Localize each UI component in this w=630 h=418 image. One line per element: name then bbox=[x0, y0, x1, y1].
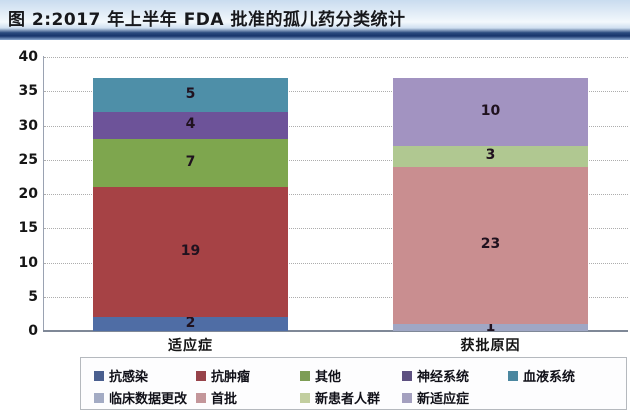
legend-swatch bbox=[94, 392, 104, 403]
legend-item: 其他 bbox=[300, 365, 341, 385]
y-axis-tick-label: 30 bbox=[18, 117, 38, 134]
bar-segment: 23 bbox=[393, 166, 588, 325]
stacked-bar-chart: 0 5 10 15 20 25 30 35 40 2 19 7 4 5 适应症 1 23 3 10 获批原因 bbox=[0, 40, 630, 358]
bar-segment: 3 bbox=[393, 146, 588, 167]
legend-label: 抗肿瘤 bbox=[211, 370, 251, 385]
segment-value-label: 19 bbox=[180, 243, 201, 260]
legend-label: 抗感染 bbox=[109, 370, 149, 385]
bar-segment: 5 bbox=[93, 77, 288, 112]
gridline bbox=[44, 57, 628, 58]
segment-value-label: 7 bbox=[185, 154, 196, 171]
y-axis-tick-label: 5 bbox=[28, 288, 38, 305]
legend-label: 神经系统 bbox=[417, 370, 470, 385]
gridline bbox=[44, 262, 628, 264]
bar-segment: 19 bbox=[93, 187, 288, 318]
segment-value-label: 5 bbox=[185, 85, 196, 102]
segment-value-label: 23 bbox=[480, 236, 501, 253]
legend-label: 新患者人群 bbox=[315, 392, 381, 407]
gridline bbox=[44, 125, 628, 127]
legend-item: 新患者人群 bbox=[300, 387, 380, 407]
legend-swatch bbox=[196, 392, 206, 403]
legend-item: 新适应症 bbox=[402, 387, 469, 407]
y-axis-tick-label: 25 bbox=[18, 151, 38, 168]
figure-title-bar: 图 2:2017 年上半年 FDA 批准的孤儿药分类统计 bbox=[0, 0, 630, 40]
legend-swatch bbox=[300, 392, 310, 403]
y-axis-tick-label: 35 bbox=[18, 83, 38, 100]
y-axis-tick-label: 0 bbox=[28, 323, 38, 339]
legend-item: 首批 bbox=[196, 387, 237, 407]
legend-label: 新适应症 bbox=[417, 392, 470, 407]
bar-column: 2 19 7 4 5 bbox=[93, 40, 288, 358]
legend-swatch bbox=[508, 370, 518, 381]
bar-segment: 7 bbox=[93, 139, 288, 188]
bar-segment: 1 bbox=[393, 319, 588, 335]
y-axis-tick-label: 15 bbox=[18, 220, 38, 237]
segment-value-label: 10 bbox=[480, 102, 501, 119]
y-axis-tick-label: 40 bbox=[18, 49, 38, 65]
legend-item: 神经系统 bbox=[402, 365, 469, 385]
segment-value-label: 1 bbox=[485, 318, 496, 335]
figure-title: 图 2:2017 年上半年 FDA 批准的孤儿药分类统计 bbox=[8, 10, 406, 30]
gridline bbox=[44, 159, 628, 161]
x-axis-category-label: 获批原因 bbox=[460, 338, 521, 354]
legend-label: 血液系统 bbox=[523, 370, 576, 385]
legend-label: 首批 bbox=[211, 392, 238, 407]
legend-label: 临床数据更改 bbox=[109, 392, 188, 407]
legend-item: 抗感染 bbox=[94, 365, 148, 385]
bar-column: 1 23 3 10 bbox=[393, 40, 588, 358]
segment-value-label: 4 bbox=[185, 116, 196, 133]
legend-item: 抗肿瘤 bbox=[196, 365, 250, 385]
legend-swatch bbox=[196, 370, 206, 381]
x-axis-line bbox=[43, 330, 628, 332]
legend-item: 临床数据更改 bbox=[94, 387, 187, 407]
gridline bbox=[44, 91, 628, 93]
gridline bbox=[44, 296, 628, 298]
gridline bbox=[44, 228, 628, 230]
bar-segment: 4 bbox=[93, 111, 288, 140]
gridline bbox=[44, 194, 628, 195]
legend-swatch bbox=[402, 392, 412, 403]
legend-swatch bbox=[402, 370, 412, 381]
y-axis-tick-label: 20 bbox=[18, 186, 38, 202]
legend-item: 血液系统 bbox=[508, 365, 575, 385]
bar-segment: 2 bbox=[93, 315, 288, 332]
legend-label: 其他 bbox=[315, 370, 342, 385]
segment-value-label: 2 bbox=[185, 315, 196, 332]
segment-value-label: 3 bbox=[485, 147, 496, 164]
y-axis-line bbox=[43, 56, 44, 332]
y-axis-tick-label: 10 bbox=[18, 254, 38, 271]
bar-segment: 10 bbox=[393, 77, 588, 147]
legend-swatch bbox=[300, 370, 310, 381]
chart-legend: 抗感染 抗肿瘤 其他 神经系统 血液系统临床数据更改 首批 新患者人群 新适应症 bbox=[80, 357, 627, 410]
legend-swatch bbox=[94, 370, 104, 381]
x-axis-category-label: 适应症 bbox=[168, 338, 213, 354]
